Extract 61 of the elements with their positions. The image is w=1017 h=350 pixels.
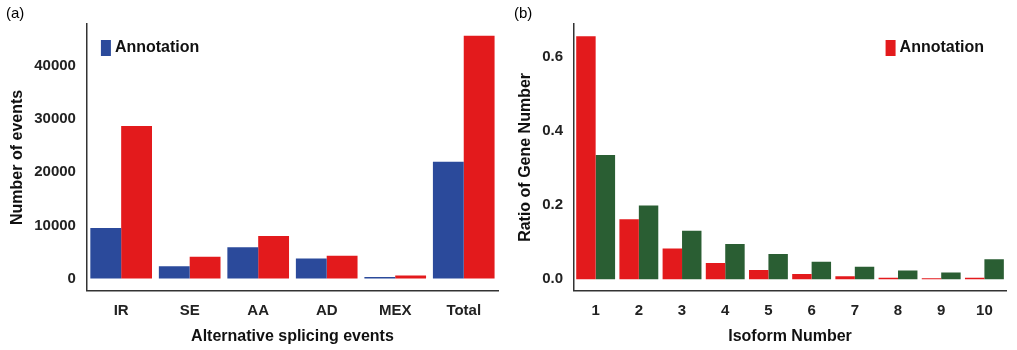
x-tick-label: 7: [850, 300, 859, 318]
x-tick-label: 1: [591, 300, 600, 318]
x-tick-label: 3: [677, 300, 687, 318]
x-tick-label: AD: [315, 300, 338, 318]
y-tick-label: 30000: [34, 109, 76, 127]
x-tick-label: AA: [247, 300, 270, 318]
legend-label: Annotation: [899, 38, 984, 56]
bar: [576, 36, 596, 280]
bar: [662, 248, 683, 280]
y-axis-title: Ratio of Gene Number: [516, 72, 534, 242]
bar: [595, 154, 616, 280]
y-tick-label: 0: [67, 268, 76, 286]
y-tick-label: 0.4: [542, 121, 564, 139]
x-tick-label: SE: [179, 300, 200, 318]
bar: [619, 219, 639, 280]
y-tick-label: 40000: [34, 56, 76, 74]
x-tick-label: 6: [807, 300, 816, 318]
bar: [792, 274, 812, 280]
bar: [326, 255, 358, 279]
bar: [705, 262, 726, 280]
bar: [463, 35, 495, 279]
x-tick-label: IR: [113, 300, 129, 318]
bar: [90, 228, 122, 279]
bar: [941, 272, 961, 280]
bar: [227, 247, 259, 279]
legend-label: Annotation: [114, 38, 200, 56]
x-tick-label: 2: [634, 300, 644, 318]
bar: [682, 230, 702, 280]
x-tick-label: 8: [893, 300, 903, 318]
bar: [768, 254, 788, 280]
y-tick-label: 0.0: [542, 269, 564, 287]
bar: [725, 244, 745, 280]
x-tick-label: Total: [446, 300, 482, 318]
bar: [835, 276, 855, 280]
x-tick-label: 5: [764, 300, 773, 318]
y-tick-label: 20000: [34, 162, 76, 180]
bar: [158, 266, 190, 279]
bar: [258, 236, 290, 279]
bar: [811, 261, 832, 280]
bar: [898, 270, 918, 280]
bar: [638, 205, 659, 280]
bar: [984, 259, 1004, 280]
bar: [189, 256, 221, 279]
bar: [748, 270, 769, 280]
x-tick-label: MEX: [378, 300, 412, 318]
y-axis-title: Number of events: [8, 89, 26, 225]
bar: [432, 161, 464, 279]
y-tick-label: 10000: [34, 215, 76, 233]
text: (b): [514, 4, 533, 21]
x-axis-title: Alternative splicing events: [191, 326, 394, 344]
bar: [395, 275, 427, 279]
y-tick-label: 0.6: [542, 46, 564, 64]
x-axis-title: Isoform Number: [728, 326, 852, 344]
x-tick-label: 4: [721, 300, 731, 318]
bar: [295, 258, 327, 279]
x-tick-label: 9: [937, 300, 946, 318]
y-tick-label: 0.2: [542, 195, 564, 213]
bar: [854, 266, 875, 280]
text: (a): [6, 4, 25, 21]
bar: [121, 126, 152, 279]
x-tick-label: 10: [976, 300, 993, 318]
